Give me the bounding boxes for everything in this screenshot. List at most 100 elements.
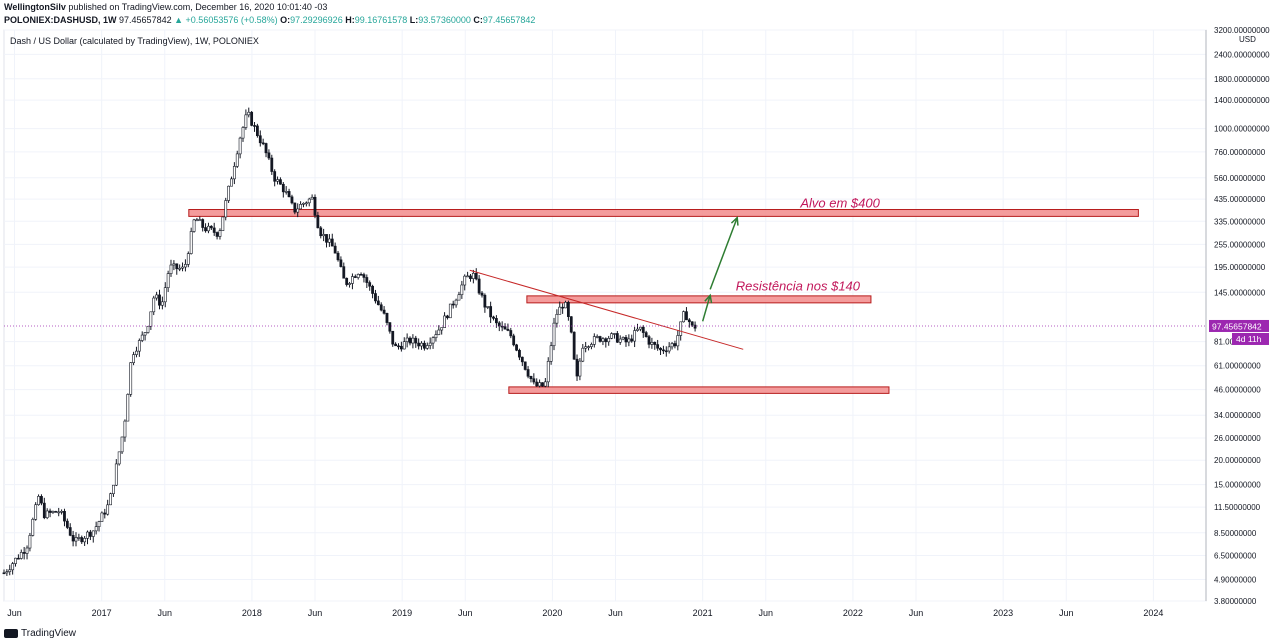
candle-body xyxy=(374,293,377,302)
candle-body xyxy=(112,484,115,494)
candle-body xyxy=(120,436,124,453)
candle-body xyxy=(290,196,294,204)
candle-body xyxy=(451,303,455,306)
descending-trendline[interactable] xyxy=(469,269,744,350)
candle-body xyxy=(172,263,176,266)
candle-body xyxy=(569,316,573,333)
candle-body xyxy=(391,330,395,345)
zone-400[interactable] xyxy=(188,209,1139,217)
zone-140[interactable] xyxy=(526,295,872,304)
y-tick-label: 3.80000000 xyxy=(1214,597,1257,606)
candle-body xyxy=(592,336,596,345)
low-value: 93.57360000 xyxy=(418,15,471,25)
y-tick-label: 46.00000000 xyxy=(1214,386,1261,395)
candle-body xyxy=(25,547,29,554)
candle-body xyxy=(37,496,40,506)
candle-body xyxy=(48,510,52,513)
candle-body xyxy=(653,341,657,345)
candle-body xyxy=(365,277,369,283)
candle-body xyxy=(333,245,337,254)
candle-body xyxy=(31,519,35,536)
candle-body xyxy=(316,215,320,229)
candle-body xyxy=(676,335,680,347)
candle-body xyxy=(339,259,343,267)
tradingview-logo-icon xyxy=(4,629,18,638)
candle-body xyxy=(235,153,239,167)
candle-body xyxy=(610,333,613,339)
y-tick-label: 15.00000000 xyxy=(1214,481,1261,490)
x-tick-label: Jun xyxy=(7,608,22,618)
zone-46[interactable] xyxy=(508,386,890,394)
price-chart[interactable]: 3200.00000000 2400.00000000 1800.00000000 1… xyxy=(0,27,1280,627)
candle-body xyxy=(440,327,444,331)
y-tick-label: 195.00000000 xyxy=(1214,263,1266,272)
candle-body xyxy=(80,537,84,543)
y-tick-label: 2400.00000000 xyxy=(1214,50,1270,59)
target-arrow-line[interactable] xyxy=(709,217,738,290)
candle-body xyxy=(88,531,92,537)
candle-body xyxy=(561,306,565,309)
candle-body xyxy=(175,263,179,270)
candle-body xyxy=(572,331,576,360)
candle-body xyxy=(607,338,611,343)
candle-body xyxy=(8,569,12,572)
candle-body xyxy=(2,572,6,575)
candle-body xyxy=(94,526,98,532)
candle-body xyxy=(382,309,386,314)
plot-area[interactable] xyxy=(3,29,1207,602)
y-tick-label: 145.00000000 xyxy=(1214,288,1266,297)
candle-body xyxy=(192,219,196,232)
chart-annotation[interactable]: Alvo em $400 xyxy=(799,195,880,210)
target-arrow-line[interactable] xyxy=(701,295,711,322)
candle-body xyxy=(22,552,26,554)
candle-body xyxy=(255,125,259,137)
candle-body xyxy=(385,313,389,323)
candle-body xyxy=(650,341,654,345)
candle-body xyxy=(489,306,493,318)
price-change: +0.56053576 (+0.58%) xyxy=(185,15,278,25)
candle-body xyxy=(621,337,625,340)
footer-brand: TradingView xyxy=(4,628,76,639)
candle-body xyxy=(690,321,694,326)
close-value: 97.45657842 xyxy=(482,15,536,25)
candle-body xyxy=(296,208,300,213)
chart-annotation[interactable]: Resistência nos $140 xyxy=(736,279,861,294)
candle-body xyxy=(319,227,323,237)
candle-body xyxy=(469,275,472,279)
y-tick-label: 20.00000000 xyxy=(1214,456,1261,465)
y-tick-label: 26.00000000 xyxy=(1214,434,1261,443)
arrowhead-icon xyxy=(704,293,713,304)
candle-body xyxy=(83,538,87,543)
countdown-badge xyxy=(1232,332,1269,345)
candle-body xyxy=(68,527,72,536)
candle-body xyxy=(114,463,118,486)
candle-body xyxy=(103,512,107,515)
candle-body xyxy=(587,346,590,348)
arrowhead-icon xyxy=(730,215,739,226)
candle-body xyxy=(638,326,642,330)
candle-body xyxy=(394,343,398,347)
candle-body xyxy=(207,225,210,232)
y-tick-label: 4.90000000 xyxy=(1214,575,1257,584)
candle-body xyxy=(474,273,478,280)
candle-body xyxy=(155,294,159,299)
candle-body xyxy=(538,382,541,387)
candle-body xyxy=(463,275,467,286)
candle-body xyxy=(362,274,366,278)
candle-body xyxy=(460,284,464,296)
candle-body xyxy=(5,571,9,574)
candle-body xyxy=(169,264,173,274)
y-tick-label: 760.00000000 xyxy=(1214,148,1266,157)
candle-body xyxy=(411,337,415,344)
author-name[interactable]: WellingtonSilv xyxy=(4,2,66,12)
candle-body xyxy=(379,304,383,311)
close-label: C: xyxy=(473,15,483,25)
candle-body xyxy=(503,326,507,330)
candle-body xyxy=(327,238,331,243)
candle-body xyxy=(293,202,297,213)
candle-body xyxy=(284,191,288,193)
candle-body xyxy=(423,342,426,349)
high-value: 99.16761578 xyxy=(354,15,408,25)
candle-body xyxy=(624,337,628,343)
candle-body xyxy=(353,276,357,278)
